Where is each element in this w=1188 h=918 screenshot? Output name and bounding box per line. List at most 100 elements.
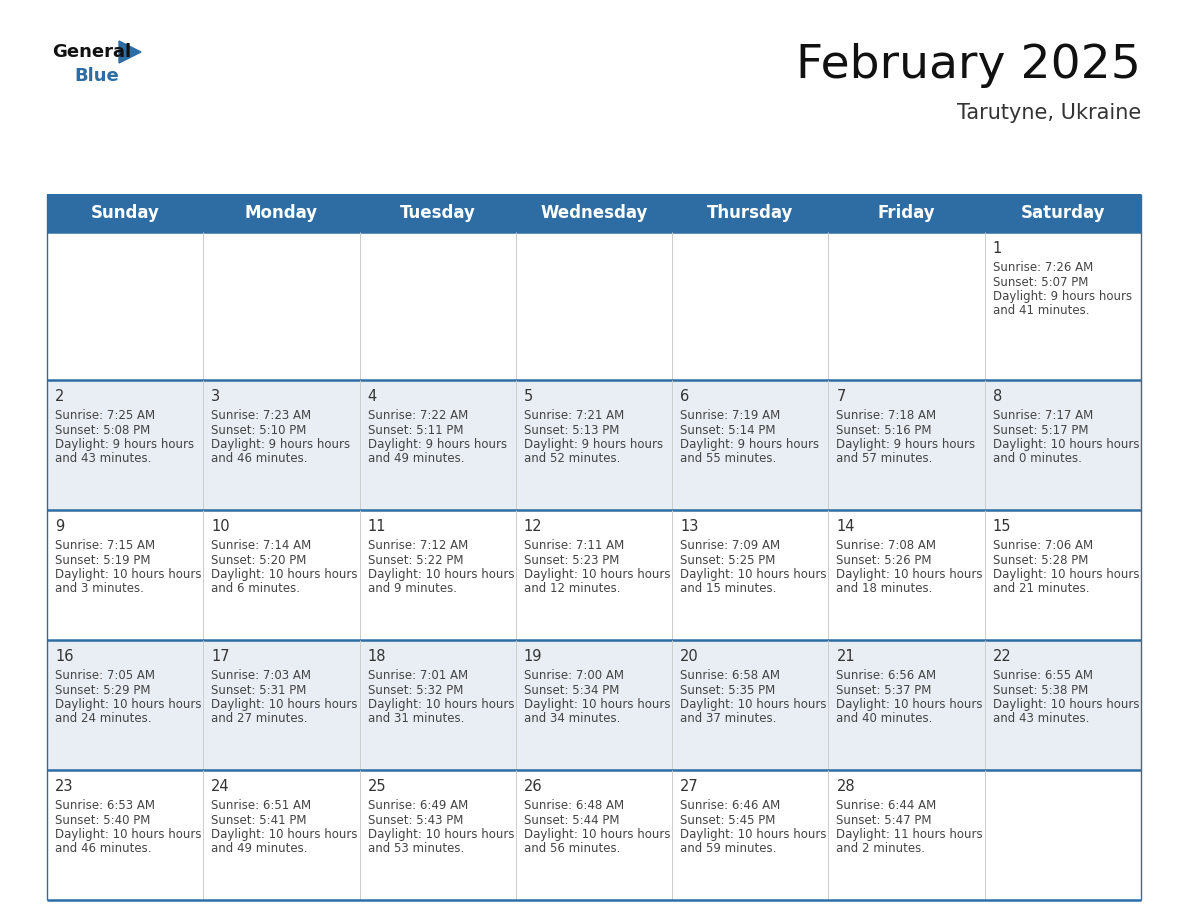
Text: and 24 minutes.: and 24 minutes. bbox=[55, 712, 152, 725]
Text: Sunrise: 7:01 AM: Sunrise: 7:01 AM bbox=[367, 669, 468, 682]
Text: Sunset: 5:35 PM: Sunset: 5:35 PM bbox=[681, 684, 776, 697]
Text: Sunrise: 7:05 AM: Sunrise: 7:05 AM bbox=[55, 669, 154, 682]
Text: Sunrise: 7:06 AM: Sunrise: 7:06 AM bbox=[993, 539, 1093, 552]
Text: 13: 13 bbox=[681, 519, 699, 534]
Text: Sunrise: 7:11 AM: Sunrise: 7:11 AM bbox=[524, 539, 624, 552]
Text: Sunrise: 7:08 AM: Sunrise: 7:08 AM bbox=[836, 539, 936, 552]
Text: and 15 minutes.: and 15 minutes. bbox=[681, 583, 777, 596]
Text: and 43 minutes.: and 43 minutes. bbox=[55, 453, 151, 465]
Text: 18: 18 bbox=[367, 649, 386, 664]
Text: Sunrise: 7:23 AM: Sunrise: 7:23 AM bbox=[211, 409, 311, 422]
Text: and 34 minutes.: and 34 minutes. bbox=[524, 712, 620, 725]
Text: Sunrise: 6:49 AM: Sunrise: 6:49 AM bbox=[367, 799, 468, 812]
Text: and 18 minutes.: and 18 minutes. bbox=[836, 583, 933, 596]
Polygon shape bbox=[119, 41, 141, 63]
Text: 23: 23 bbox=[55, 779, 74, 794]
Bar bbox=[48, 510, 1140, 640]
Text: and 43 minutes.: and 43 minutes. bbox=[993, 712, 1089, 725]
Text: Sunset: 5:19 PM: Sunset: 5:19 PM bbox=[55, 554, 151, 566]
Text: Sunrise: 7:03 AM: Sunrise: 7:03 AM bbox=[211, 669, 311, 682]
Text: 24: 24 bbox=[211, 779, 230, 794]
Text: Sunset: 5:10 PM: Sunset: 5:10 PM bbox=[211, 423, 307, 436]
Text: and 59 minutes.: and 59 minutes. bbox=[681, 843, 777, 856]
Text: Sunrise: 7:17 AM: Sunrise: 7:17 AM bbox=[993, 409, 1093, 422]
Text: 1: 1 bbox=[993, 241, 1001, 256]
Text: and 55 minutes.: and 55 minutes. bbox=[681, 453, 777, 465]
Text: 16: 16 bbox=[55, 649, 74, 664]
Text: Thursday: Thursday bbox=[707, 204, 794, 222]
Bar bbox=[48, 194, 1140, 232]
Text: Sunset: 5:23 PM: Sunset: 5:23 PM bbox=[524, 554, 619, 566]
Text: 28: 28 bbox=[836, 779, 855, 794]
Text: 11: 11 bbox=[367, 519, 386, 534]
Text: 4: 4 bbox=[367, 389, 377, 404]
Text: Daylight: 10 hours hours: Daylight: 10 hours hours bbox=[367, 568, 514, 581]
Text: Sunrise: 7:19 AM: Sunrise: 7:19 AM bbox=[681, 409, 781, 422]
Text: 6: 6 bbox=[681, 389, 689, 404]
Text: and 2 minutes.: and 2 minutes. bbox=[836, 843, 925, 856]
Text: 14: 14 bbox=[836, 519, 855, 534]
Text: Daylight: 10 hours hours: Daylight: 10 hours hours bbox=[211, 828, 358, 841]
Text: Sunrise: 7:09 AM: Sunrise: 7:09 AM bbox=[681, 539, 781, 552]
Text: Sunrise: 6:56 AM: Sunrise: 6:56 AM bbox=[836, 669, 936, 682]
Text: Sunday: Sunday bbox=[90, 204, 159, 222]
Bar bbox=[48, 232, 1140, 380]
Text: Sunrise: 6:58 AM: Sunrise: 6:58 AM bbox=[681, 669, 781, 682]
Text: Daylight: 9 hours hours: Daylight: 9 hours hours bbox=[836, 438, 975, 451]
Text: and 9 minutes.: and 9 minutes. bbox=[367, 583, 456, 596]
Text: Wednesday: Wednesday bbox=[541, 204, 647, 222]
Text: Sunset: 5:25 PM: Sunset: 5:25 PM bbox=[681, 554, 776, 566]
Text: Sunrise: 7:22 AM: Sunrise: 7:22 AM bbox=[367, 409, 468, 422]
Text: 26: 26 bbox=[524, 779, 543, 794]
Text: and 37 minutes.: and 37 minutes. bbox=[681, 712, 777, 725]
Text: Sunrise: 6:55 AM: Sunrise: 6:55 AM bbox=[993, 669, 1093, 682]
Text: Sunrise: 6:48 AM: Sunrise: 6:48 AM bbox=[524, 799, 624, 812]
Text: Tuesday: Tuesday bbox=[400, 204, 475, 222]
Text: Daylight: 10 hours hours: Daylight: 10 hours hours bbox=[993, 438, 1139, 451]
Text: Daylight: 10 hours hours: Daylight: 10 hours hours bbox=[211, 568, 358, 581]
Text: Sunrise: 7:18 AM: Sunrise: 7:18 AM bbox=[836, 409, 936, 422]
Text: Daylight: 10 hours hours: Daylight: 10 hours hours bbox=[367, 828, 514, 841]
Text: Daylight: 10 hours hours: Daylight: 10 hours hours bbox=[55, 828, 202, 841]
Text: and 0 minutes.: and 0 minutes. bbox=[993, 453, 1081, 465]
Text: Daylight: 9 hours hours: Daylight: 9 hours hours bbox=[211, 438, 350, 451]
Text: Daylight: 10 hours hours: Daylight: 10 hours hours bbox=[55, 568, 202, 581]
Text: Sunset: 5:22 PM: Sunset: 5:22 PM bbox=[367, 554, 463, 566]
Text: 22: 22 bbox=[993, 649, 1011, 664]
Text: Blue: Blue bbox=[74, 67, 119, 85]
Bar bbox=[48, 770, 1140, 900]
Text: Sunrise: 7:15 AM: Sunrise: 7:15 AM bbox=[55, 539, 156, 552]
Text: Sunset: 5:16 PM: Sunset: 5:16 PM bbox=[836, 423, 931, 436]
Text: Sunrise: 7:00 AM: Sunrise: 7:00 AM bbox=[524, 669, 624, 682]
Text: Sunset: 5:45 PM: Sunset: 5:45 PM bbox=[681, 813, 776, 826]
Text: 3: 3 bbox=[211, 389, 221, 404]
Text: 2: 2 bbox=[55, 389, 64, 404]
Text: Daylight: 10 hours hours: Daylight: 10 hours hours bbox=[211, 698, 358, 711]
Text: Daylight: 9 hours hours: Daylight: 9 hours hours bbox=[681, 438, 820, 451]
Text: 20: 20 bbox=[681, 649, 699, 664]
Text: Sunrise: 6:53 AM: Sunrise: 6:53 AM bbox=[55, 799, 154, 812]
Text: and 46 minutes.: and 46 minutes. bbox=[211, 453, 308, 465]
Text: and 3 minutes.: and 3 minutes. bbox=[55, 583, 144, 596]
Text: Daylight: 10 hours hours: Daylight: 10 hours hours bbox=[836, 698, 982, 711]
Text: and 53 minutes.: and 53 minutes. bbox=[367, 843, 463, 856]
Text: Sunrise: 6:44 AM: Sunrise: 6:44 AM bbox=[836, 799, 936, 812]
Text: Sunset: 5:34 PM: Sunset: 5:34 PM bbox=[524, 684, 619, 697]
Text: Sunrise: 7:14 AM: Sunrise: 7:14 AM bbox=[211, 539, 311, 552]
Text: Sunset: 5:32 PM: Sunset: 5:32 PM bbox=[367, 684, 463, 697]
Text: 17: 17 bbox=[211, 649, 230, 664]
Text: Sunset: 5:13 PM: Sunset: 5:13 PM bbox=[524, 423, 619, 436]
Text: General: General bbox=[52, 43, 131, 61]
Text: and 6 minutes.: and 6 minutes. bbox=[211, 583, 301, 596]
Text: Daylight: 10 hours hours: Daylight: 10 hours hours bbox=[524, 568, 670, 581]
Text: and 49 minutes.: and 49 minutes. bbox=[211, 843, 308, 856]
Text: Daylight: 9 hours hours: Daylight: 9 hours hours bbox=[367, 438, 507, 451]
Text: and 31 minutes.: and 31 minutes. bbox=[367, 712, 465, 725]
Text: Sunrise: 7:26 AM: Sunrise: 7:26 AM bbox=[993, 261, 1093, 274]
Text: Sunset: 5:47 PM: Sunset: 5:47 PM bbox=[836, 813, 931, 826]
Text: 15: 15 bbox=[993, 519, 1011, 534]
Text: Tarutyne, Ukraine: Tarutyne, Ukraine bbox=[956, 103, 1140, 123]
Text: and 49 minutes.: and 49 minutes. bbox=[367, 453, 465, 465]
Text: and 57 minutes.: and 57 minutes. bbox=[836, 453, 933, 465]
Text: Saturday: Saturday bbox=[1020, 204, 1105, 222]
